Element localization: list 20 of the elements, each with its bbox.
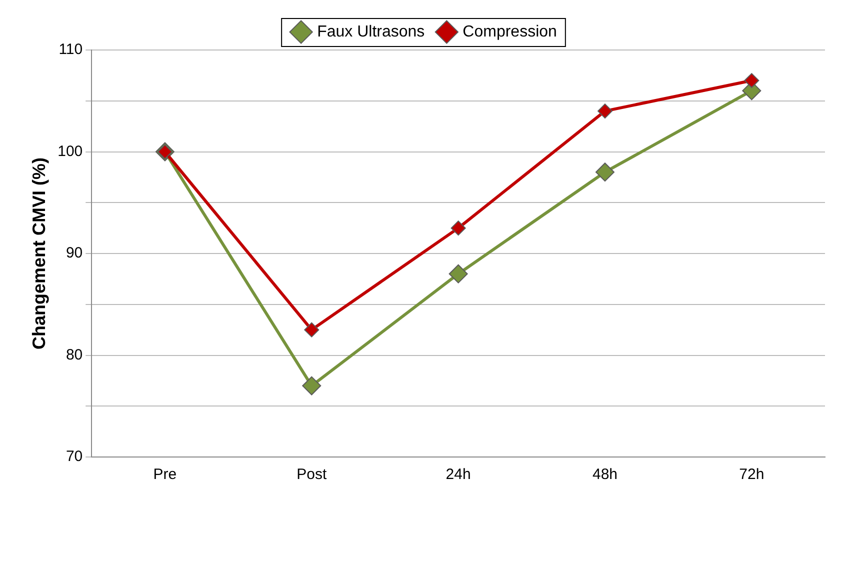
legend-label: Compression	[462, 23, 557, 40]
point	[302, 376, 322, 396]
point	[450, 220, 466, 236]
x-tick-label: 48h	[592, 466, 618, 484]
point	[304, 322, 320, 338]
x-tick-label: 72h	[739, 466, 764, 484]
y-tick-label: 100	[58, 142, 83, 160]
y-tick-label: 80	[66, 346, 83, 364]
x-tick-label: Post	[296, 466, 328, 484]
x-tick-label: Pre	[153, 466, 177, 484]
point	[448, 264, 468, 284]
y-tick-label: 110	[58, 41, 83, 58]
legend-label: Faux Ultrasons	[317, 23, 425, 40]
x-tick-label: 24h	[446, 466, 471, 484]
y-tick-label: 70	[66, 448, 83, 466]
point	[597, 104, 612, 119]
y-axis-title: Changement CMVI (%)	[28, 157, 49, 350]
point	[595, 162, 614, 182]
point	[744, 73, 760, 88]
y-tick-label: 90	[66, 244, 83, 262]
